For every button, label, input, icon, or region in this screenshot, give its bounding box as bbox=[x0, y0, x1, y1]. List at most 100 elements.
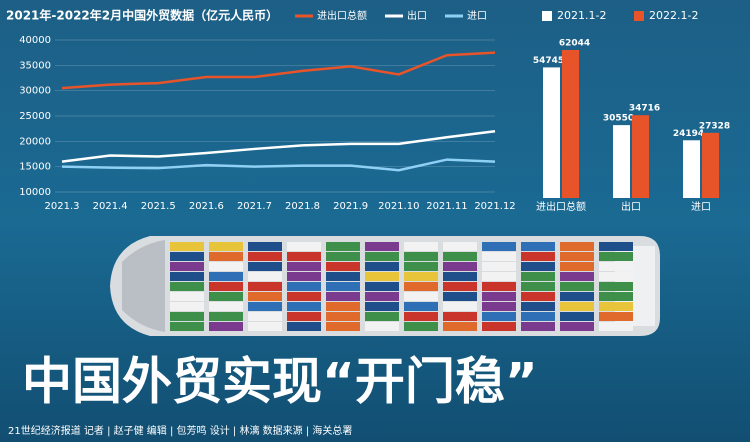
container bbox=[404, 272, 438, 281]
container bbox=[521, 242, 555, 251]
container bbox=[521, 252, 555, 261]
container bbox=[404, 302, 438, 311]
container bbox=[560, 252, 594, 261]
container bbox=[248, 262, 282, 271]
legend-label: 进出口总额 bbox=[317, 9, 367, 22]
container bbox=[599, 322, 633, 331]
container bbox=[521, 322, 555, 331]
x-tick-label: 2021.11 bbox=[426, 201, 467, 212]
container bbox=[482, 242, 516, 251]
container bbox=[170, 282, 204, 291]
footer: 21世纪经济报道 记者 | 赵子健 编辑 | 包芳鸣 设计 | 林漓 数据来源 … bbox=[8, 424, 352, 437]
bar bbox=[702, 132, 719, 198]
container bbox=[482, 292, 516, 301]
container bbox=[209, 322, 243, 331]
container bbox=[560, 282, 594, 291]
container bbox=[209, 302, 243, 311]
container bbox=[326, 282, 360, 291]
container bbox=[365, 252, 399, 261]
x-tick-label: 进出口总额 bbox=[536, 200, 586, 213]
container bbox=[248, 292, 282, 301]
container bbox=[209, 282, 243, 291]
x-tick-label: 2021.9 bbox=[333, 201, 368, 212]
container bbox=[560, 322, 594, 331]
value-label: 62044 bbox=[559, 39, 590, 49]
container bbox=[599, 262, 633, 271]
container bbox=[248, 272, 282, 281]
container bbox=[482, 302, 516, 311]
line bbox=[61, 129, 496, 163]
container bbox=[170, 292, 204, 301]
legend-label: 进口 bbox=[467, 10, 487, 22]
container bbox=[248, 302, 282, 311]
container bbox=[404, 322, 438, 331]
container bbox=[287, 282, 321, 291]
container bbox=[599, 302, 633, 311]
container bbox=[326, 312, 360, 321]
container bbox=[599, 282, 633, 291]
container bbox=[521, 262, 555, 271]
container bbox=[365, 312, 399, 321]
x-tick-label: 2021.3 bbox=[45, 201, 80, 212]
container bbox=[365, 302, 399, 311]
legend-label: 出口 bbox=[407, 9, 427, 22]
container bbox=[521, 282, 555, 291]
container bbox=[287, 292, 321, 301]
container bbox=[326, 252, 360, 261]
legend-label: 2021.1-2 bbox=[557, 9, 606, 22]
container bbox=[404, 242, 438, 251]
container bbox=[560, 312, 594, 321]
container bbox=[248, 322, 282, 331]
container bbox=[209, 292, 243, 301]
container bbox=[170, 242, 204, 251]
legend-swatch bbox=[634, 11, 644, 21]
value-label: 30550 bbox=[603, 114, 634, 124]
value-label: 27328 bbox=[699, 121, 730, 131]
x-tick-label: 2021.5 bbox=[141, 201, 176, 212]
container bbox=[521, 272, 555, 281]
legend-swatch bbox=[542, 11, 552, 21]
container bbox=[287, 272, 321, 281]
container bbox=[170, 322, 204, 331]
container bbox=[443, 312, 477, 321]
container bbox=[521, 312, 555, 321]
x-tick-label: 2021.8 bbox=[285, 201, 320, 212]
x-tick-label: 2021.6 bbox=[189, 201, 224, 212]
container bbox=[287, 262, 321, 271]
line bbox=[61, 51, 496, 90]
container bbox=[599, 292, 633, 301]
x-tick-label: 出口 bbox=[621, 200, 641, 213]
value-label: 34716 bbox=[629, 104, 660, 114]
container bbox=[365, 322, 399, 331]
y-tick-label: 20000 bbox=[19, 136, 51, 147]
container bbox=[482, 262, 516, 271]
container bbox=[365, 242, 399, 251]
container bbox=[209, 262, 243, 271]
container bbox=[248, 282, 282, 291]
x-tick-label: 2021.7 bbox=[237, 201, 272, 212]
container bbox=[404, 312, 438, 321]
container bbox=[443, 272, 477, 281]
container bbox=[365, 292, 399, 301]
container bbox=[326, 262, 360, 271]
container bbox=[599, 272, 633, 281]
y-tick-label: 10000 bbox=[19, 187, 51, 198]
y-tick-label: 40000 bbox=[19, 35, 51, 46]
container bbox=[287, 322, 321, 331]
x-tick-label: 进口 bbox=[691, 201, 711, 213]
bow bbox=[122, 240, 165, 332]
container bbox=[404, 282, 438, 291]
y-tick-label: 15000 bbox=[19, 162, 51, 173]
container bbox=[287, 312, 321, 321]
ship bbox=[110, 236, 660, 336]
container bbox=[365, 262, 399, 271]
legend-label: 2022.1-2 bbox=[649, 9, 698, 22]
container bbox=[443, 292, 477, 301]
bar bbox=[543, 67, 560, 198]
container bbox=[287, 242, 321, 251]
y-tick-label: 30000 bbox=[19, 86, 51, 97]
container bbox=[482, 252, 516, 261]
container bbox=[443, 262, 477, 271]
container bbox=[209, 242, 243, 251]
